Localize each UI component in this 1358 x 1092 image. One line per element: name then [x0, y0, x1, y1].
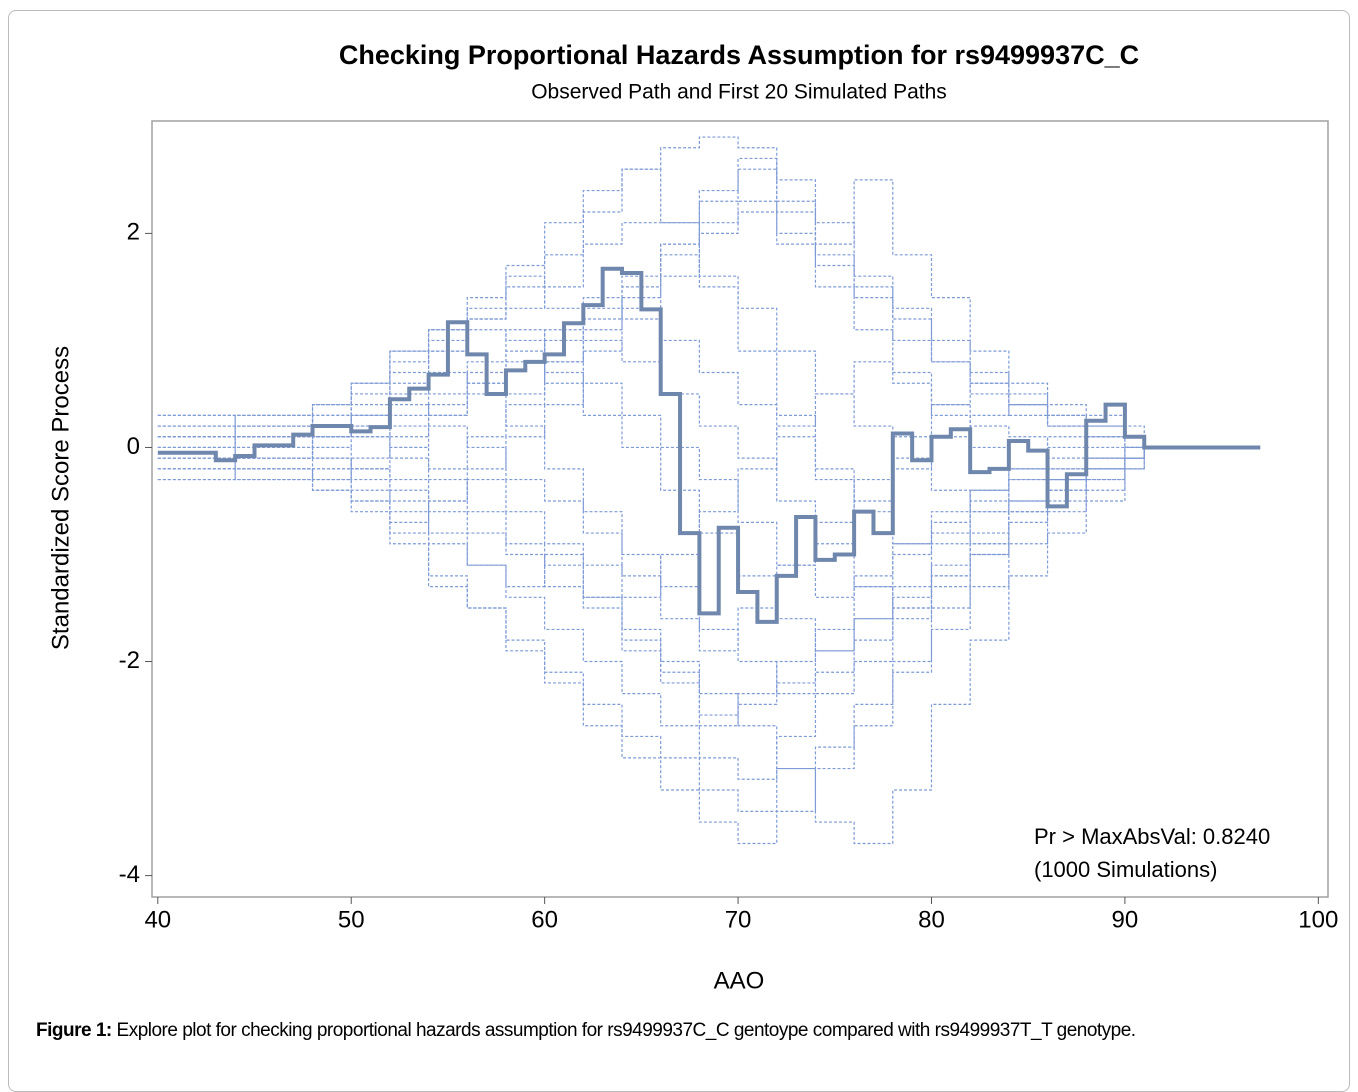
simulated-path — [157, 447, 1145, 780]
y-axis-label: Standardized Score Process — [47, 346, 74, 650]
simulated-path — [157, 157, 1145, 448]
x-tick-label: 100 — [1298, 906, 1338, 933]
y-tick-label: -4 — [119, 861, 140, 888]
plot-area — [151, 120, 1329, 898]
x-tick-label: 70 — [725, 906, 752, 933]
simulated-path — [157, 168, 1145, 545]
annotation: (1000 Simulations) — [1034, 857, 1217, 882]
caption: Figure 1: Explore plot for checking prop… — [36, 1016, 1336, 1046]
x-tick-label: 60 — [531, 906, 558, 933]
simulated-path — [157, 382, 1145, 598]
simulated-path — [157, 425, 1145, 770]
observed-path — [157, 266, 1261, 624]
y-tick-label: -2 — [119, 647, 140, 674]
simulated-path — [157, 447, 1145, 845]
simulated-path — [157, 297, 1145, 502]
y-tick-label: 2 — [127, 219, 140, 246]
caption-text: Explore plot for checking proportional h… — [116, 1020, 1137, 1041]
x-tick-label: 80 — [918, 906, 945, 933]
simulated-path — [157, 393, 1145, 695]
chart-subtitle: Observed Path and First 20 Simulated Pat… — [531, 81, 947, 104]
simulated-path — [157, 447, 1145, 845]
simulated-path — [157, 275, 1145, 609]
simulated-path — [157, 382, 1145, 652]
annotation: Pr > MaxAbsVal: 0.8240 — [1034, 824, 1270, 849]
simulated-path — [157, 136, 1145, 448]
x-tick-label: 90 — [1112, 906, 1139, 933]
x-axis-label: AAO — [714, 967, 765, 994]
chart: Checking Proportional Hazards Assumption… — [47, 40, 1338, 994]
caption-label: Figure 1: — [36, 1020, 112, 1041]
x-tick-label: 40 — [144, 906, 171, 933]
simulated-path — [157, 200, 1145, 481]
simulated-path — [157, 211, 1145, 449]
x-tick-label: 50 — [338, 906, 365, 933]
simulated-path — [157, 361, 1145, 598]
y-tick-label: 0 — [127, 433, 140, 460]
chart-title: Checking Proportional Hazards Assumption… — [339, 40, 1139, 70]
